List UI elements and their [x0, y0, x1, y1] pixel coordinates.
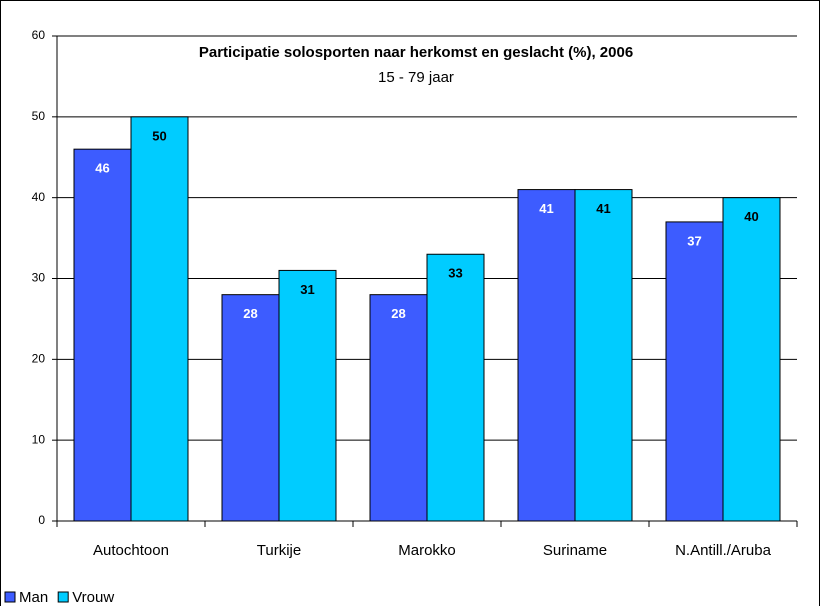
bar [722, 197, 781, 522]
y-tick-label: 30 [32, 271, 46, 285]
x-tick-label: Turkije [257, 542, 301, 559]
bar [73, 148, 132, 522]
data-label: 41 [596, 201, 610, 216]
y-tick-label: 20 [32, 352, 46, 366]
data-label: 33 [448, 266, 462, 281]
bar [665, 221, 724, 522]
bar [221, 294, 280, 522]
bar [369, 294, 428, 522]
bar [517, 189, 576, 522]
x-tick-label: Autochtoon [93, 542, 169, 559]
data-label: 50 [152, 128, 166, 143]
chart-title: Participatie solosporten naar herkomst e… [199, 44, 633, 61]
bar [278, 269, 337, 522]
bar [574, 189, 633, 522]
bar [426, 253, 485, 522]
legend-swatch [4, 591, 16, 603]
legend-label: Man [19, 589, 48, 606]
legend-label: Vrouw [72, 589, 114, 606]
x-tick-label: N.Antill./Aruba [675, 542, 772, 559]
data-label: 41 [539, 201, 553, 216]
data-label: 37 [687, 233, 701, 248]
y-tick-label: 10 [32, 432, 46, 446]
y-tick-label: 40 [32, 190, 46, 204]
data-label: 31 [300, 282, 314, 297]
data-label: 28 [243, 306, 257, 321]
x-tick-label: Marokko [398, 542, 456, 559]
chart-subtitle: 15 - 79 jaar [378, 69, 454, 86]
data-label: 46 [95, 161, 109, 176]
legend-swatch [57, 591, 69, 603]
data-label: 28 [391, 306, 405, 321]
y-tick-label: 50 [32, 109, 46, 123]
bar [130, 116, 189, 522]
data-label: 40 [744, 209, 758, 224]
x-tick-label: Suriname [543, 542, 607, 559]
y-tick-label: 0 [38, 513, 45, 527]
y-tick-label: 60 [32, 28, 46, 42]
